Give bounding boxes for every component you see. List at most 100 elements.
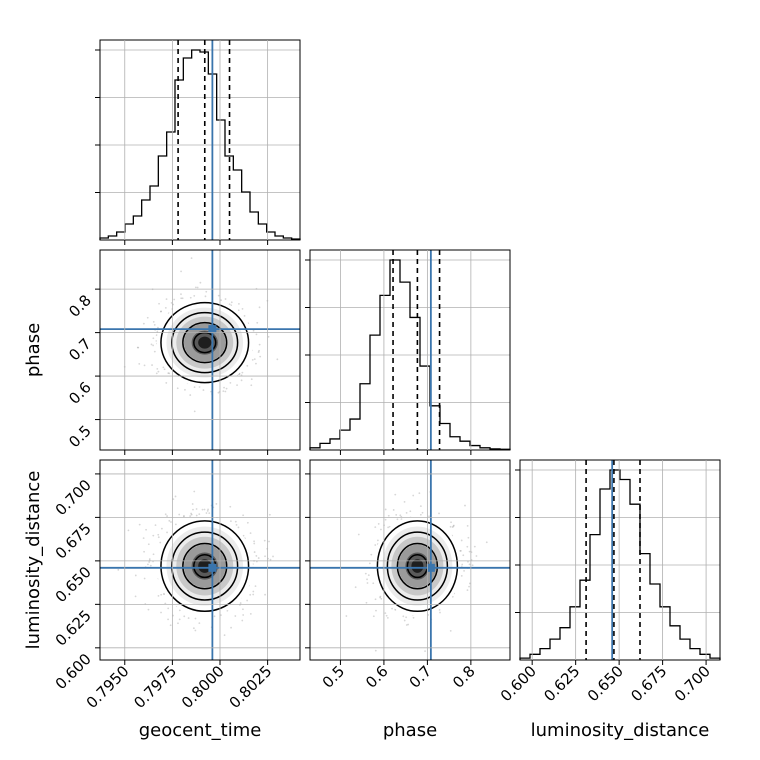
sample-point	[181, 297, 184, 300]
sample-point	[449, 525, 452, 528]
sample-point	[191, 503, 194, 505]
sample-point	[419, 505, 422, 507]
sample-point	[427, 613, 430, 616]
sample-point	[438, 512, 440, 515]
sample-point	[224, 298, 227, 300]
sample-point	[180, 293, 182, 296]
y-tick-label: 0.600	[52, 650, 95, 693]
sample-point	[150, 343, 153, 346]
sample-point	[237, 526, 240, 529]
sample-point	[198, 513, 201, 515]
sample-point	[402, 615, 405, 618]
sample-point	[250, 384, 253, 387]
sample-point	[225, 387, 228, 390]
sample-point	[467, 536, 470, 539]
sample-point	[466, 589, 469, 592]
sample-point	[256, 321, 259, 324]
sample-point	[395, 513, 398, 516]
sample-point	[160, 310, 162, 313]
sample-point	[134, 595, 137, 598]
sample-point	[252, 590, 255, 593]
sample-point	[459, 549, 462, 552]
y-tick-label: 0.5	[65, 422, 95, 452]
sample-point	[419, 513, 422, 516]
x-tick-label: 0.6	[362, 662, 392, 692]
sample-point	[253, 540, 255, 543]
sample-point	[243, 314, 246, 317]
sample-point	[178, 618, 181, 621]
sample-point	[176, 387, 179, 390]
sample-point	[148, 561, 151, 563]
sample-point	[468, 585, 470, 588]
sample-point	[237, 309, 240, 312]
sample-point	[187, 617, 190, 619]
sample-point	[461, 563, 464, 566]
sample-point	[153, 323, 156, 326]
density-level	[411, 559, 424, 573]
panel-frame	[519, 459, 721, 661]
sample-point	[160, 527, 163, 530]
sample-point	[157, 326, 159, 329]
sample-point	[199, 281, 202, 284]
sample-point	[173, 298, 176, 301]
sample-point	[251, 358, 254, 361]
contour-line	[160, 520, 250, 613]
sample-point	[384, 508, 387, 511]
x-tick-label: 0.7975	[130, 662, 180, 712]
sample-point	[177, 622, 179, 625]
hist-panel-luminosity-distance	[515, 459, 721, 661]
contour-line	[376, 520, 459, 613]
sample-point	[196, 286, 199, 289]
sample-point	[252, 329, 255, 332]
sample-point	[193, 294, 196, 297]
sample-point	[194, 617, 197, 620]
sample-point	[403, 501, 406, 503]
density-panel-geocent-time-phase	[100, 250, 300, 450]
sample-point	[384, 518, 387, 521]
sample-point	[138, 362, 141, 365]
sample-point	[405, 624, 408, 626]
sample-point	[127, 529, 130, 532]
sample-point	[387, 526, 390, 529]
sample-point	[396, 518, 399, 521]
sample-point	[165, 298, 168, 301]
sample-point	[272, 555, 274, 558]
sample-point	[367, 574, 370, 577]
sample-point	[205, 290, 208, 293]
sample-point	[205, 512, 208, 514]
histogram-step	[99, 49, 301, 240]
sample-point	[264, 555, 266, 558]
sample-point	[183, 615, 186, 618]
sample-point	[174, 495, 177, 498]
sample-point	[439, 611, 441, 614]
sample-point	[376, 539, 379, 542]
contour-line	[386, 531, 449, 601]
sample-point	[164, 513, 167, 516]
sample-point	[242, 608, 244, 611]
sample-point	[375, 609, 377, 612]
y-axis-label-luminosity-distance: luminosity_distance	[23, 471, 44, 650]
sample-point	[223, 386, 225, 389]
sample-point	[136, 346, 139, 349]
sample-point	[145, 528, 147, 531]
sample-point	[170, 521, 172, 523]
sample-point	[155, 372, 158, 375]
sample-point	[238, 373, 241, 375]
sample-point	[166, 515, 168, 517]
hist-panel-phase	[305, 249, 511, 451]
sample-point	[249, 532, 252, 535]
y-tick-label: 0.625	[52, 606, 95, 649]
sample-point	[194, 629, 197, 632]
contour-line	[160, 301, 250, 384]
sample-point	[134, 574, 137, 577]
sample-point	[463, 569, 465, 572]
sample-point	[201, 508, 204, 511]
sample-point	[255, 555, 258, 557]
density-panel-phase-luminosity-distance	[310, 460, 510, 660]
sample-point	[370, 553, 373, 556]
x-tick-label: 0.675	[627, 662, 670, 705]
truth-marker	[208, 325, 217, 334]
sample-point	[241, 371, 244, 374]
sample-point	[160, 593, 163, 596]
